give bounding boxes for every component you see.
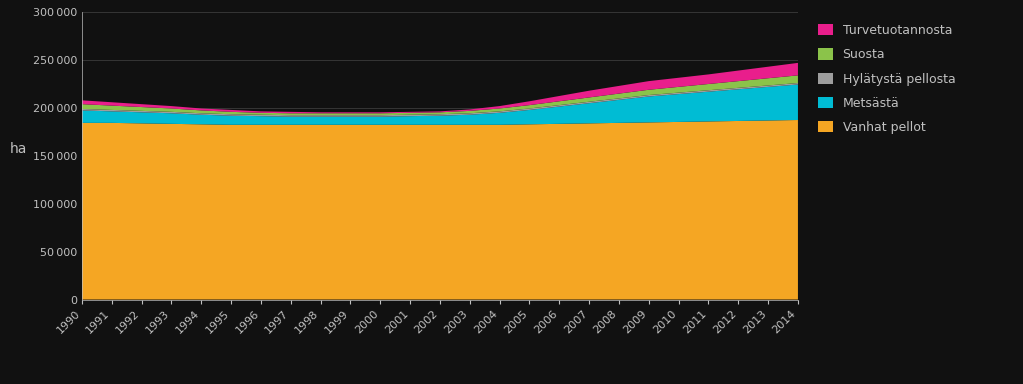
Legend: Turvetuotannosta, Suosta, Hylätystä pellosta, Metsästä, Vanhat pellot: Turvetuotannosta, Suosta, Hylätystä pell… xyxy=(811,18,962,140)
Y-axis label: ha: ha xyxy=(10,142,28,156)
